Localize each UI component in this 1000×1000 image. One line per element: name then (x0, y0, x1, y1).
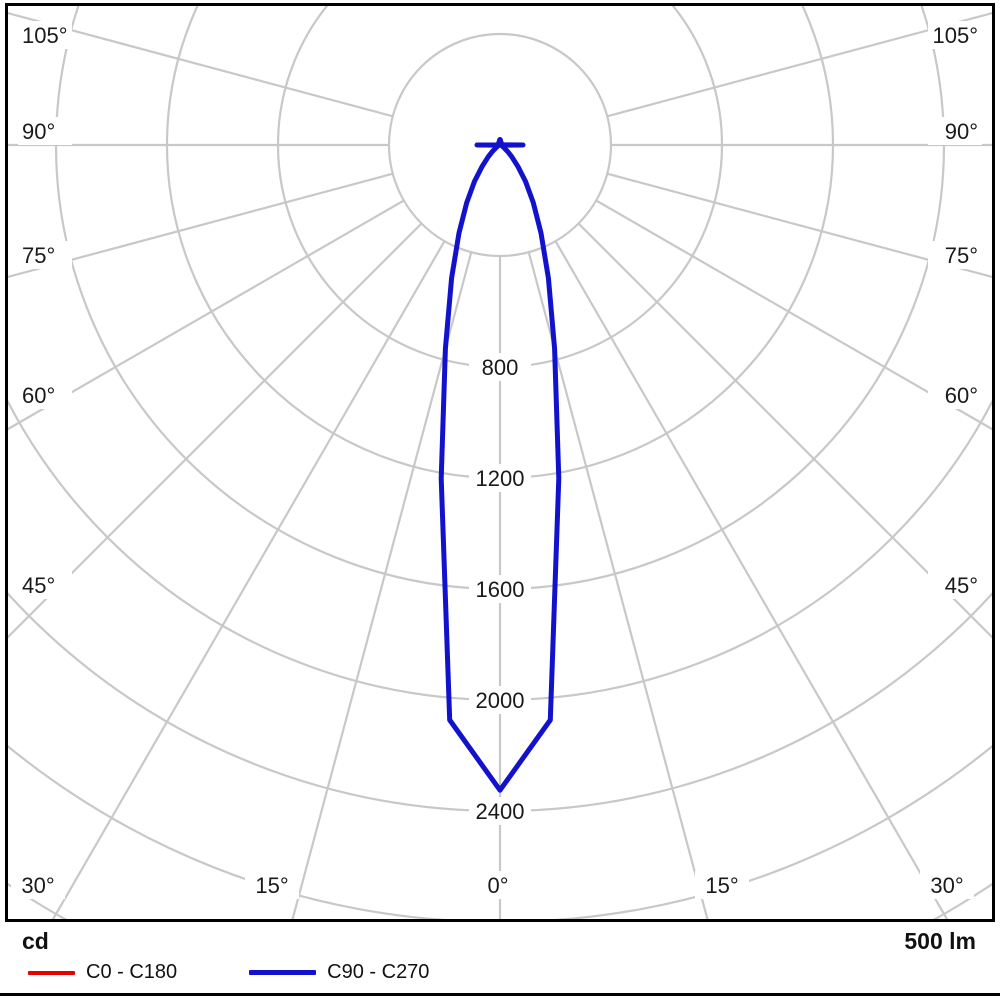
svg-text:105°: 105° (932, 23, 978, 48)
svg-text:15°: 15° (255, 873, 288, 898)
svg-text:75°: 75° (22, 243, 55, 268)
flux-label: 500 lm (904, 928, 976, 954)
svg-text:1600: 1600 (476, 577, 525, 602)
svg-text:30°: 30° (21, 873, 54, 898)
svg-text:2000: 2000 (476, 688, 525, 713)
svg-text:60°: 60° (22, 383, 55, 408)
svg-text:60°: 60° (945, 383, 978, 408)
svg-text:90°: 90° (22, 119, 55, 144)
legend-label-c90-c270: C90 - C270 (327, 961, 430, 983)
polar-chart: 105° 105° 90° 90° 75° 75° 60° 60° 45° 45° 30° 15° 0°… (8, 6, 992, 919)
svg-text:45°: 45° (22, 573, 55, 598)
legend-line-c90-c270 (249, 970, 317, 975)
svg-text:90°: 90° (945, 119, 978, 144)
bottom-divider (0, 993, 1000, 996)
svg-text:30°: 30° (930, 873, 963, 898)
polar-chart-frame: 105° 105° 90° 90° 75° 75° 60° 60° 45° 45° 30° 15° 0°… (5, 3, 995, 922)
svg-text:15°: 15° (705, 873, 738, 898)
legend: C0 - C180 C90 - C270 (0, 961, 1000, 984)
svg-text:45°: 45° (945, 573, 978, 598)
svg-text:0°: 0° (487, 873, 508, 898)
svg-text:2400: 2400 (476, 799, 525, 824)
unit-label: cd (22, 928, 49, 954)
svg-text:1200: 1200 (476, 466, 525, 491)
svg-text:75°: 75° (945, 243, 978, 268)
svg-text:105°: 105° (22, 23, 68, 48)
legend-line-c0-c180 (28, 970, 75, 975)
footer-units-row: cd 500 lm (0, 926, 1000, 955)
svg-text:800: 800 (482, 355, 519, 380)
legend-label-c0-c180: C0 - C180 (86, 961, 178, 983)
chart-footer: cd 500 lm C0 - C180 C90 - C270 (0, 926, 1000, 996)
